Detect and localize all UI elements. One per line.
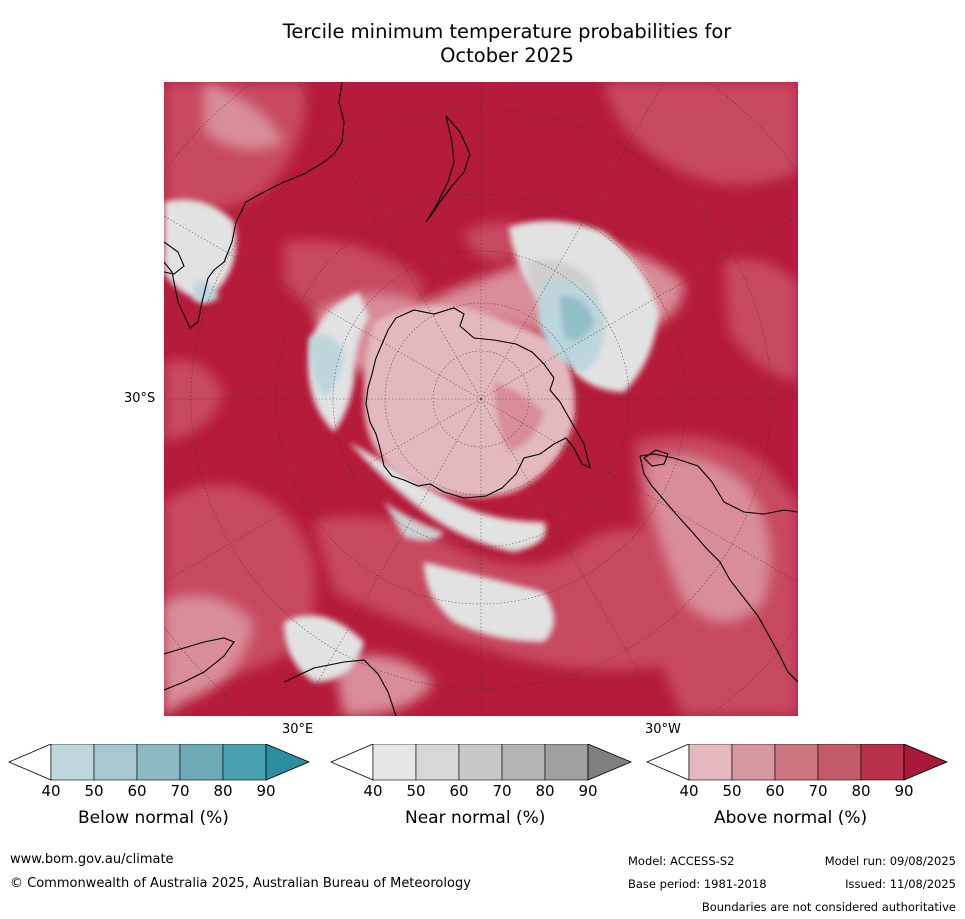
colorbar-segment <box>731 744 776 781</box>
africa-coastline <box>164 637 397 716</box>
title-line-2: October 2025 <box>440 44 574 67</box>
footer-copyright: © Commonwealth of Australia 2025, Austra… <box>10 876 471 891</box>
colorbar-above-normal <box>646 744 949 781</box>
south-america-coastline <box>639 453 798 683</box>
colorbar-min-arrow <box>8 744 52 781</box>
footer-issued: Issued: 11/08/2025 <box>845 877 956 891</box>
colorbar-segment <box>222 744 267 781</box>
madagascar-coastline <box>164 241 185 275</box>
colorbar-tick-label: 60 <box>765 782 785 800</box>
south-georgia-coastline <box>643 449 669 467</box>
colorbar-tick-label: 80 <box>213 782 233 800</box>
colorbar-tick-label: 50 <box>722 782 742 800</box>
colorbar-tick-label: 90 <box>578 782 598 800</box>
colorbar-segment <box>93 744 138 781</box>
colorbar-near-normal <box>330 744 633 781</box>
colorbar-below-normal-label: Below normal (%) <box>78 808 229 828</box>
colorbar-segment <box>179 744 224 781</box>
chart-title: Tercile minimum temperature probabilitie… <box>0 20 965 68</box>
colorbar-min-arrow <box>330 744 374 781</box>
colorbar-tick-label: 60 <box>449 782 469 800</box>
colorbar-tick-label: 40 <box>363 782 383 800</box>
colorbar-tick-label: 60 <box>127 782 147 800</box>
colorbar-tick-label: 80 <box>851 782 871 800</box>
footer-model: Model: ACCESS-S2 <box>628 854 735 868</box>
colorbar-segment <box>774 744 819 781</box>
colorbar-tick-label: 50 <box>84 782 104 800</box>
new-zealand-coastline <box>425 115 471 223</box>
footer-base-period: Base period: 1981-2018 <box>628 877 767 891</box>
colorbar-tick-label: 70 <box>170 782 190 800</box>
colorbar-tick-label: 90 <box>894 782 914 800</box>
colorbar-max-arrow <box>903 744 949 781</box>
title-line-1: Tercile minimum temperature probabilitie… <box>282 20 732 43</box>
longitude-label-30e: 30°E <box>282 722 314 737</box>
colorbar-segment <box>544 744 589 781</box>
colorbar-min-arrow <box>646 744 690 781</box>
colorbar-tick-label: 70 <box>492 782 512 800</box>
colorbar-max-arrow <box>587 744 633 781</box>
colorbar-segment <box>372 744 417 781</box>
antarctic-pale-field <box>363 305 575 498</box>
colorbar-segment <box>415 744 460 781</box>
colorbar-tick-label: 70 <box>808 782 828 800</box>
colorbar-tick-label: 80 <box>535 782 555 800</box>
colorbar-tick-label: 40 <box>679 782 699 800</box>
probability-map <box>164 82 798 716</box>
colorbar-segment <box>501 744 546 781</box>
colorbar-segment <box>458 744 503 781</box>
colorbar-segment <box>688 744 733 781</box>
colorbar-segment <box>817 744 862 781</box>
colorbar-segment <box>860 744 905 781</box>
longitude-label-30w: 30°W <box>645 722 681 737</box>
graticule <box>164 82 798 716</box>
colorbar-above-normal-label: Above normal (%) <box>714 808 868 828</box>
colorbar-segment <box>50 744 95 781</box>
antarctica-coastline <box>365 307 591 499</box>
latitude-label-30s: 30°S <box>124 391 156 406</box>
coastlines <box>164 82 798 716</box>
colorbar-max-arrow <box>265 744 311 781</box>
australia-coastline <box>164 82 345 329</box>
colorbar-segment <box>136 744 181 781</box>
footer-url: www.bom.gov.au/climate <box>10 852 174 867</box>
colorbar-tick-label: 40 <box>41 782 61 800</box>
below-normal-patches <box>194 280 605 397</box>
colorbar-tick-label: 90 <box>256 782 276 800</box>
colorbar-tick-label: 50 <box>406 782 426 800</box>
colorbar-below-normal <box>8 744 311 781</box>
footer-model-run: Model run: 09/08/2025 <box>824 854 956 868</box>
footer-disclaimer: Boundaries are not considered authoritat… <box>701 900 956 914</box>
colorbar-near-normal-label: Near normal (%) <box>405 808 546 828</box>
